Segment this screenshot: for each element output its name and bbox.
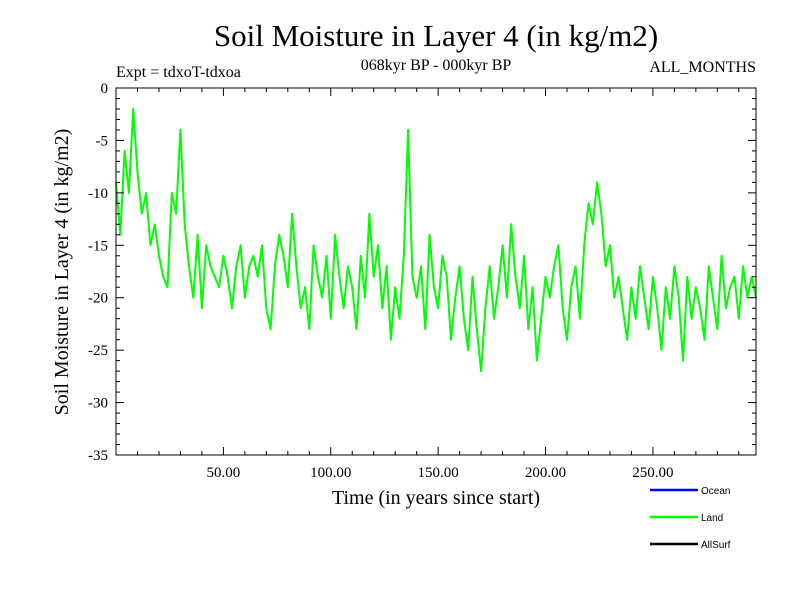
legend-label-ocean: Ocean — [701, 486, 730, 497]
y-tick-label: -30 — [88, 396, 108, 412]
legend-label-land: Land — [701, 513, 723, 524]
series-line-land — [115, 108, 757, 373]
x-tick-label: 100.00 — [310, 465, 351, 481]
plot-frame — [115, 87, 757, 456]
y-tick-label: -5 — [96, 133, 109, 149]
chart-subtitle-left: Expt = tdxoT-tdxoa — [116, 64, 241, 81]
chart-subtitle-right: ALL_MONTHS — [649, 59, 756, 76]
chart-subtitle-center: 068kyr BP - 000kyr BP — [361, 57, 512, 74]
x-axis-label: Time (in years since start) — [332, 487, 540, 509]
y-tick-label: -10 — [88, 186, 108, 202]
y-axis-label: Soil Moisture in Layer 4 (in kg/m2) — [51, 129, 73, 416]
y-tick-label: -25 — [88, 343, 108, 359]
y-tick-label: -35 — [88, 448, 108, 464]
y-tick-label: -15 — [88, 238, 108, 254]
axes-layer: 0 -5 -10 -15 -20 -25 -30 -35 50.00 100.00 150.00 20… — [88, 81, 756, 481]
y-tick-label: -20 — [88, 291, 108, 307]
y-tick-label: 0 — [101, 81, 109, 97]
legend: Ocean Land AllSurf — [650, 486, 731, 551]
x-tick-label: 250.00 — [632, 465, 673, 481]
x-tick-label: 200.00 — [525, 465, 566, 481]
x-tick-label: 50.00 — [207, 465, 241, 481]
legend-label-allsurf: AllSurf — [701, 540, 731, 551]
series-layer — [115, 108, 757, 373]
chart-title: Soil Moisture in Layer 4 (in kg/m2) — [214, 18, 658, 53]
x-tick-label: 150.00 — [418, 465, 459, 481]
